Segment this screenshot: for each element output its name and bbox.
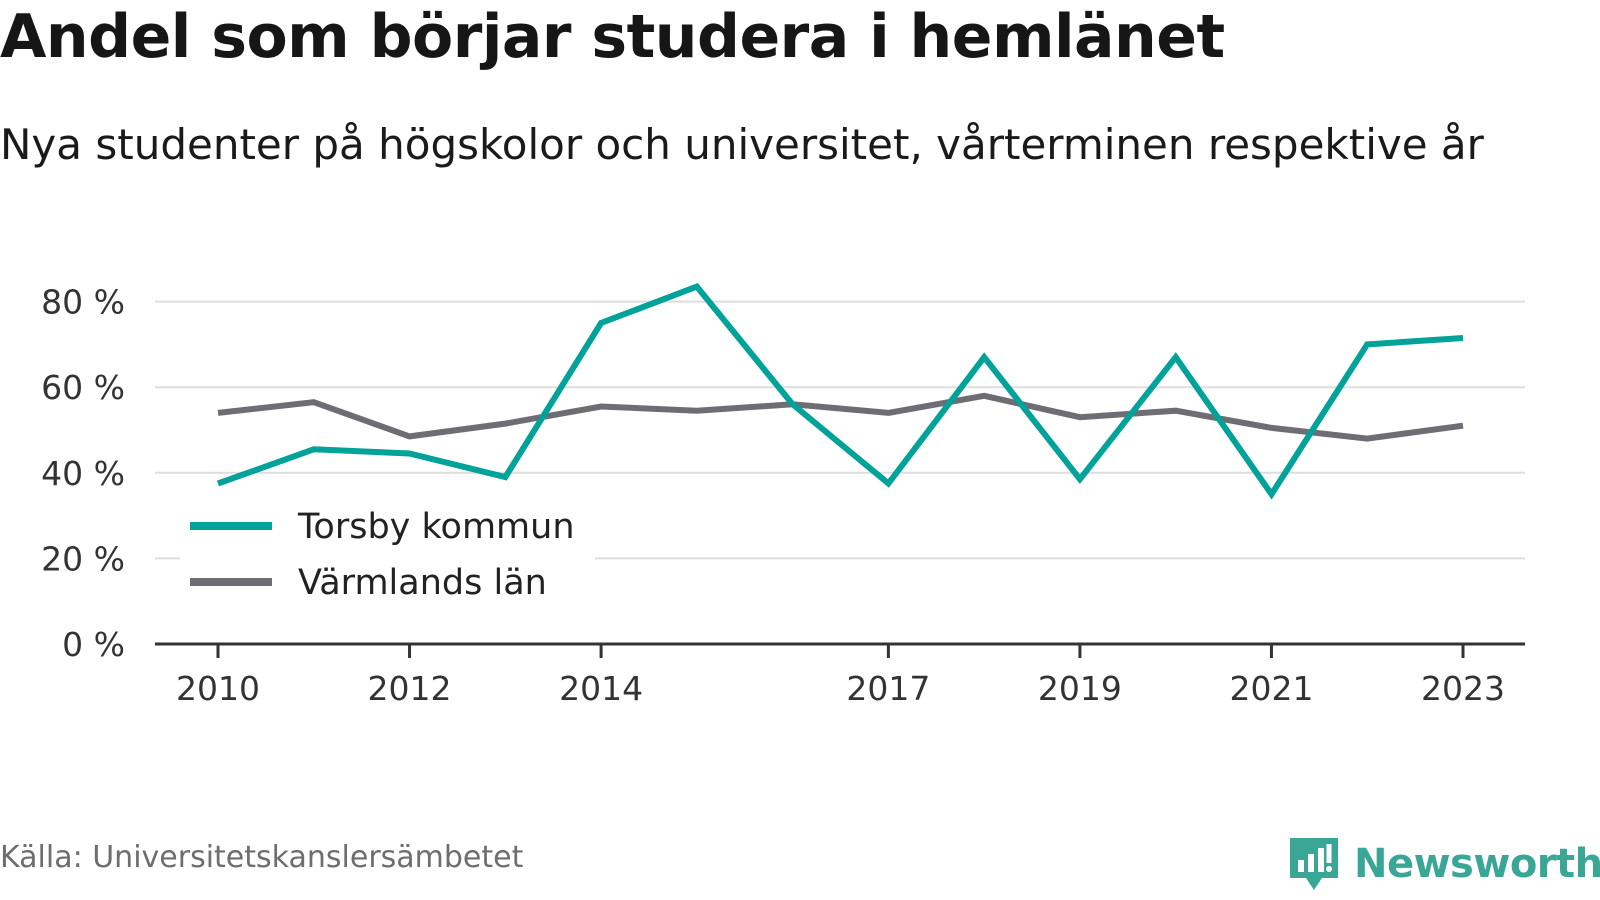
y-tick-label: 40 % — [41, 454, 125, 493]
chart-title: Andel som börjar studera i hemlänet — [0, 2, 1225, 72]
series-line — [217, 392, 1464, 442]
y-tick-label: 20 % — [41, 539, 125, 578]
x-tick-label: 2019 — [1038, 669, 1122, 708]
x-tick-label: 2014 — [559, 669, 643, 708]
legend-background — [180, 500, 595, 618]
y-tick-label: 60 % — [41, 368, 125, 407]
x-tick-label: 2021 — [1229, 669, 1313, 708]
source-note: Källa: Universitetskanslersämbetet — [0, 840, 524, 875]
x-tick-label: 2017 — [846, 669, 930, 708]
legend-label: Värmlands län — [298, 563, 547, 603]
series-lines — [216, 283, 1464, 500]
legend: Torsby kommun Värmlands län — [180, 500, 595, 618]
y-tick-label: 0 % — [62, 625, 125, 664]
x-tick-label: 2010 — [176, 669, 260, 708]
axes: 0 % 20 % 40 % 60 % 80 % 2010 2012 2014 2017 2019 2… — [41, 283, 1525, 708]
x-tick-label: 2023 — [1421, 669, 1505, 708]
newsworthy-logo: Newsworthy — [1288, 836, 1600, 892]
x-tick-label: 2012 — [368, 669, 452, 708]
y-tick-label: 80 % — [41, 283, 125, 322]
brand-name: Newsworthy — [1354, 841, 1600, 887]
legend-label: Torsby kommun — [297, 507, 575, 547]
chart-subtitle: Nya studenter på högskolor och universit… — [0, 120, 1484, 169]
series-line — [216, 283, 1464, 500]
newsworthy-logo-icon — [1290, 838, 1338, 890]
